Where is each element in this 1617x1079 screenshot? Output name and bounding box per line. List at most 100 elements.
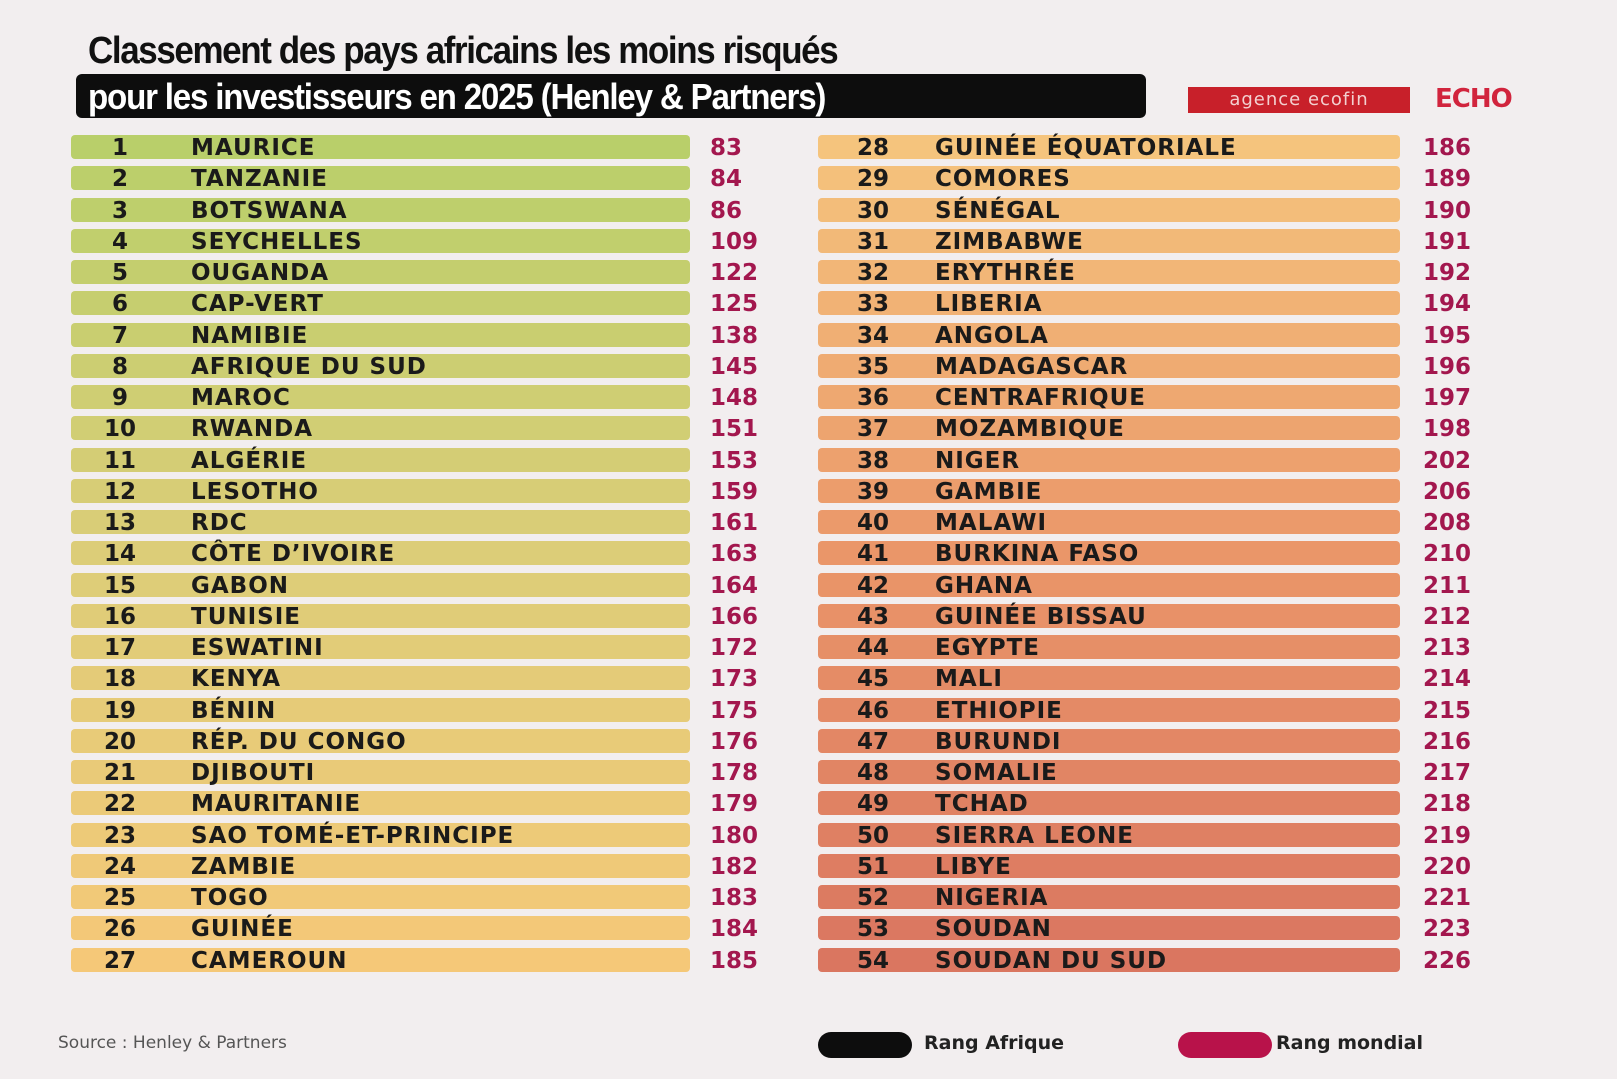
africa-rank: 26	[103, 916, 136, 943]
table-row: 51 LIBYE	[818, 853, 1400, 880]
table-row: 42 GHANA	[818, 572, 1400, 599]
table-row: 17 ESWATINI	[71, 635, 690, 661]
africa-rank: 34	[856, 322, 889, 349]
echo-logo: ECHO	[1435, 84, 1513, 114]
table-row: 10 RWANDA	[71, 416, 690, 443]
africa-rank: 13	[103, 510, 136, 536]
world-rank: 197	[1423, 385, 1472, 411]
world-rank: 218	[1423, 791, 1472, 818]
country-name: ZAMBIE	[191, 853, 297, 880]
table-row: 23 SAO TOMÉ-ET-PRINCIPE	[71, 822, 690, 849]
table-row: 6 CAP-VERT	[71, 291, 690, 318]
title-line-2: pour les investisseurs en 2025 (Henley &…	[88, 76, 826, 117]
table-row: 41 BURKINA FASO	[818, 541, 1400, 568]
world-rank: 212	[1423, 603, 1472, 630]
world-rank: 84	[710, 166, 743, 193]
country-name: ALGÉRIE	[191, 447, 308, 474]
country-name: AFRIQUE DU SUD	[191, 353, 427, 380]
africa-rank: 48	[856, 760, 889, 786]
country-name: OUGANDA	[191, 260, 330, 286]
country-name: MAROC	[191, 385, 291, 411]
country-name: CAMEROUN	[191, 947, 348, 974]
country-name: LIBERIA	[935, 291, 1043, 318]
africa-rank: 12	[103, 478, 136, 505]
africa-rank: 53	[856, 916, 889, 943]
table-row: 16 TUNISIE	[71, 603, 690, 630]
world-rank: 153	[710, 447, 759, 474]
table-row: 52 NIGERIA	[818, 885, 1400, 911]
country-name: CAP-VERT	[191, 291, 324, 318]
world-rank: 148	[710, 385, 759, 411]
africa-rank: 36	[856, 385, 889, 411]
africa-rank: 5	[111, 260, 128, 286]
world-rank: 163	[710, 541, 759, 568]
country-name: ANGOLA	[935, 322, 1049, 349]
africa-rank: 10	[103, 416, 136, 443]
table-row: 38 NIGER	[818, 447, 1400, 474]
world-rank: 192	[1423, 260, 1472, 286]
africa-rank: 35	[856, 353, 889, 380]
table-row: 2 TANZANIE	[71, 166, 690, 193]
africa-rank: 1	[111, 135, 128, 161]
world-rank: 183	[710, 885, 759, 911]
world-rank: 179	[710, 791, 759, 818]
table-row: 46 ETHIOPIE	[818, 697, 1400, 724]
africa-rank: 20	[103, 728, 136, 755]
world-rank: 189	[1423, 166, 1472, 193]
table-row: 43 GUINÉE BISSAU	[818, 603, 1400, 630]
country-name: DJIBOUTI	[191, 760, 316, 786]
table-row: 25 TOGO	[71, 885, 690, 911]
africa-rank: 15	[103, 572, 136, 599]
country-name: BURKINA FASO	[935, 541, 1140, 568]
country-name: TUNISIE	[191, 603, 302, 630]
africa-rank: 52	[856, 885, 889, 911]
world-rank: 159	[710, 478, 759, 505]
world-rank: 191	[1423, 228, 1472, 255]
table-row: 9 MAROC	[71, 385, 690, 411]
table-row: 44 EGYPTE	[818, 635, 1400, 661]
title-line-1: Classement des pays africains les moins …	[88, 30, 839, 72]
table-row: 1 MAURICE	[71, 135, 690, 161]
country-name: TCHAD	[935, 791, 1029, 818]
table-row: 19 BÉNIN	[71, 697, 690, 724]
table-row: 24 ZAMBIE	[71, 853, 690, 880]
world-rank: 173	[710, 666, 759, 693]
table-row: 18 KENYA	[71, 666, 690, 692]
africa-rank: 38	[856, 447, 889, 474]
table-row: 30 SÉNÉGAL	[818, 197, 1400, 224]
world-rank: 176	[710, 728, 759, 755]
africa-rank: 42	[856, 572, 889, 599]
country-name: SAO TOMÉ-ET-PRINCIPE	[191, 822, 515, 849]
country-name: NIGERIA	[935, 885, 1049, 911]
world-rank: 185	[710, 947, 759, 974]
table-row: 48 SOMALIE	[818, 760, 1400, 786]
world-rank: 196	[1423, 353, 1472, 380]
table-row: 45 MALI	[818, 666, 1400, 692]
africa-rank: 2	[111, 166, 128, 193]
country-name: SOUDAN DU SUD	[935, 947, 1168, 974]
country-name: MAURICE	[191, 135, 316, 161]
table-row: 14 CÔTE D’IVOIRE	[71, 541, 690, 567]
country-name: SIERRA LEONE	[935, 822, 1134, 849]
country-name: EGYPTE	[935, 635, 1040, 661]
africa-rank: 7	[111, 322, 128, 349]
table-row: 8 AFRIQUE DU SUD	[71, 353, 690, 380]
table-row: 49 TCHAD	[818, 791, 1400, 818]
table-row: 21 DJIBOUTI	[71, 760, 690, 786]
country-name: CENTRAFRIQUE	[935, 385, 1146, 411]
world-rank: 109	[710, 228, 759, 255]
table-row: 4 SEYCHELLES	[71, 228, 690, 255]
agence-ecofin-logo: agence ecofin	[1188, 87, 1410, 113]
legend-africa-label: Rang Afrique	[924, 1032, 1065, 1054]
world-rank: 198	[1423, 416, 1472, 443]
country-name: SOUDAN	[935, 916, 1052, 943]
africa-rank: 51	[856, 853, 889, 880]
africa-rank: 24	[103, 853, 136, 880]
africa-rank: 30	[856, 197, 889, 224]
world-rank: 211	[1423, 572, 1472, 599]
country-name: SEYCHELLES	[191, 228, 363, 255]
world-rank: 195	[1423, 322, 1472, 349]
world-rank: 138	[710, 322, 759, 349]
world-rank: 180	[710, 822, 759, 849]
africa-rank: 49	[856, 791, 889, 818]
